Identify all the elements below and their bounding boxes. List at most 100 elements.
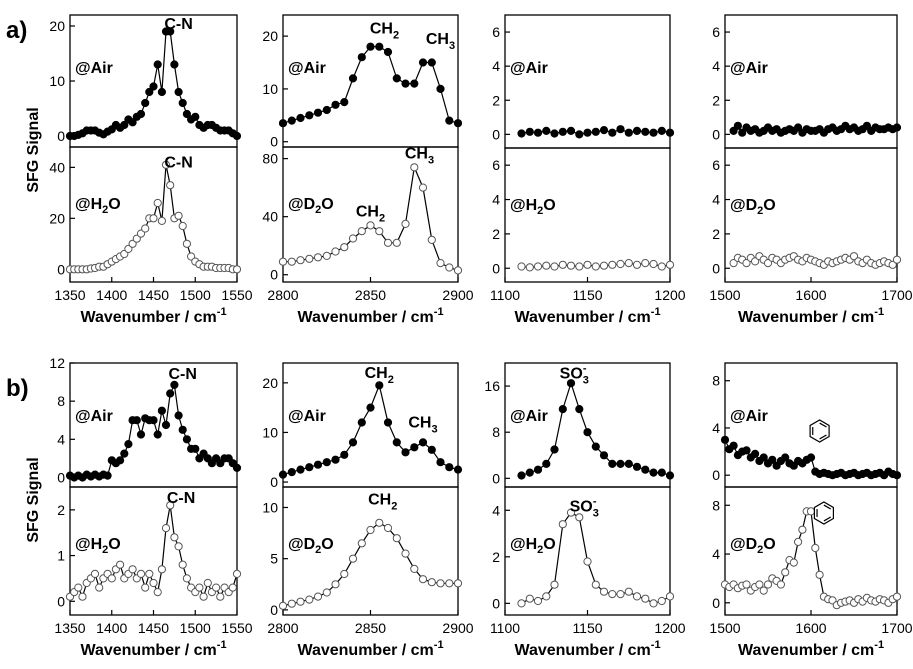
y-tick-label: 2 [712, 226, 720, 242]
y-axis-label-a: SFG Signal [25, 107, 42, 192]
x-tick-label: 1100 [490, 287, 520, 303]
data-point [542, 459, 551, 468]
medium-label-bottom: @D2O [288, 536, 334, 556]
y-tick-label: 2 [492, 549, 500, 565]
data-point [517, 599, 526, 608]
x-tick-label: 1450 [138, 620, 169, 636]
x-tick-label: 1200 [654, 620, 685, 636]
data-point [216, 592, 225, 601]
peak-label: CH2 [356, 204, 385, 225]
data-point [348, 554, 358, 563]
data-point [170, 380, 179, 389]
data-point [149, 82, 158, 91]
medium-label-top: @Air [510, 60, 548, 77]
data-point [132, 416, 141, 425]
data-point [296, 597, 305, 606]
data-point [641, 594, 650, 603]
y-tick-label: 8 [712, 497, 720, 513]
data-point [436, 259, 445, 268]
x-tick-label: 2800 [267, 287, 298, 303]
data-point [348, 234, 358, 243]
data-point [566, 379, 576, 388]
data-point [657, 126, 666, 135]
data-point [232, 265, 242, 274]
data-point [542, 261, 551, 270]
peak-label: CH2 [365, 365, 394, 386]
y-tick-label: 10 [262, 424, 278, 440]
data-point [665, 471, 675, 480]
data-point [453, 465, 463, 474]
data-point [418, 58, 428, 67]
data-point [392, 74, 401, 83]
data-point [575, 405, 584, 414]
y-tick-label: 20 [262, 28, 278, 44]
data-point [392, 534, 401, 543]
chart-b3: 0 8 16 @Air SO3- 0 2 4 @H2O SO3- 1100 1150 1200 Waven… [484, 362, 686, 659]
x-tick-label: 1350 [54, 620, 85, 636]
data-point [366, 42, 375, 51]
data-point [632, 126, 642, 135]
y-axis-label-b: SFG Signal [25, 457, 42, 542]
medium-label-bottom: @D2O [730, 197, 776, 217]
data-point [392, 438, 401, 447]
y-tick-label: 0 [270, 602, 278, 618]
data-point [174, 211, 183, 220]
data-point [383, 418, 393, 427]
x-tick-label: 2850 [355, 620, 386, 636]
chart-a4: 0 2 4 6 @Air 0 2 4 6 @D2O 1500 1600 1700 Wavenumber /… [709, 14, 913, 326]
data-point [166, 501, 175, 510]
medium-label-top: @Air [288, 408, 326, 425]
data-point [427, 578, 436, 587]
data-point [348, 438, 358, 447]
data-point [742, 446, 751, 455]
data-point [410, 79, 419, 88]
data-point [182, 239, 191, 248]
data-point [624, 587, 633, 596]
x-tick-label: 1500 [709, 620, 740, 636]
data-point [128, 118, 137, 127]
data-point [157, 87, 166, 97]
x-tick-label: 1700 [881, 620, 912, 636]
data-point [649, 128, 658, 137]
medium-label-top: @Air [75, 60, 113, 77]
y-tick-label: 0 [492, 595, 500, 611]
data-point [191, 112, 200, 121]
data-point [517, 262, 526, 271]
x-tick-label: 1550 [221, 620, 252, 636]
data-point [383, 238, 393, 247]
x-tick-label: 2900 [442, 287, 473, 303]
data-point [375, 381, 384, 390]
data-point [401, 448, 410, 457]
benzene-icon [809, 419, 830, 443]
data-point [591, 442, 600, 451]
benzene-double-bond [819, 422, 827, 428]
data-point [166, 27, 175, 36]
data-point [161, 160, 171, 169]
data-point [136, 430, 146, 439]
peak-label: CH3 [405, 146, 434, 167]
data-point [305, 111, 314, 120]
data-point [161, 420, 171, 430]
data-point [322, 251, 331, 260]
data-point [366, 403, 375, 412]
data-point [136, 569, 146, 579]
data-point [296, 113, 305, 123]
data-point [566, 126, 576, 135]
data-point [153, 588, 162, 597]
data-point [287, 599, 296, 608]
benzene-ring [809, 419, 830, 443]
data-point [170, 60, 179, 69]
data-point [278, 601, 288, 610]
x-axis-label: Wavenumber / cm-1 [80, 306, 226, 326]
x-tick-label: 1400 [96, 620, 127, 636]
data-point [525, 468, 534, 477]
data-point [583, 428, 592, 437]
data-point [357, 418, 366, 427]
data-point [525, 263, 534, 272]
subplot-b1-bottom: 0 1 2 @H2O C-N [57, 486, 242, 616]
data-point [533, 262, 543, 271]
data-point [542, 126, 551, 135]
data-point [751, 257, 760, 266]
